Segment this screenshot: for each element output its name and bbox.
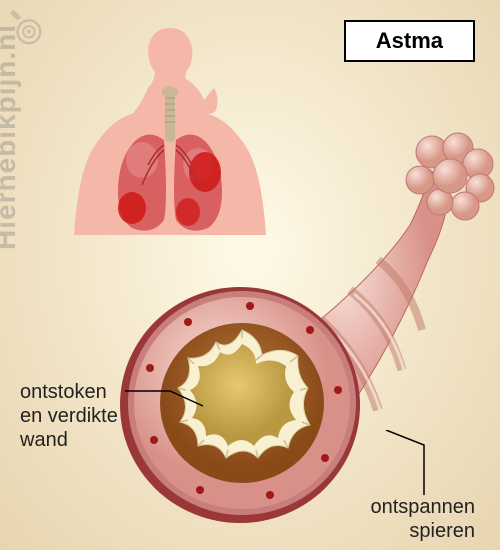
leader-line-left [125, 388, 205, 408]
label-relaxed-muscles: ontspannen spieren [370, 495, 475, 543]
bronchus-diagram [110, 130, 500, 540]
leader-line-right [384, 430, 434, 500]
watermark-text: Hierhebikpijn.nl [0, 24, 22, 250]
diagram-title: Astma [344, 20, 475, 62]
label-inflamed-wall: ontstoken en verdikte wand [20, 380, 118, 452]
